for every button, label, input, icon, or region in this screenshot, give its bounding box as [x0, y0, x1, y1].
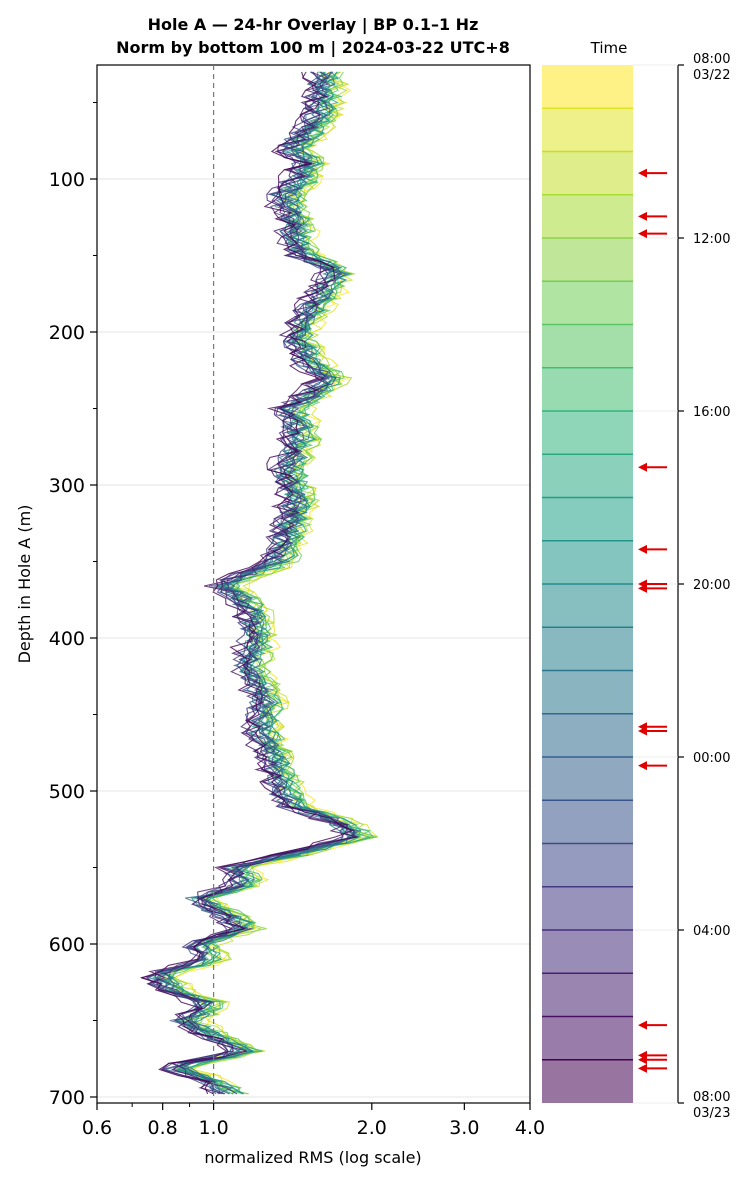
event-arrow-head — [638, 1055, 647, 1065]
series-line — [152, 71, 357, 1095]
colorbar-band — [542, 151, 633, 195]
event-arrow-head — [638, 462, 647, 472]
event-arrow — [638, 1063, 667, 1073]
event-arrow — [638, 1055, 667, 1065]
colorbar-band — [542, 238, 633, 282]
colorbar-label: Time — [590, 39, 628, 57]
chart-title-line2: Norm by bottom 100 m | 2024-03-22 UTC+8 — [116, 38, 510, 58]
event-arrow-head — [638, 726, 647, 736]
colorbar-band — [542, 324, 633, 368]
series-line — [155, 71, 355, 1095]
x-tick-label: 2.0 — [357, 1117, 387, 1139]
series-line — [146, 71, 358, 1095]
series-line — [145, 71, 348, 1094]
x-tick-label: 3.0 — [449, 1117, 479, 1139]
time-tick-label: 04:00 — [693, 924, 730, 939]
time-tick-label-date: 03/22 — [693, 68, 730, 83]
y-tick-label: 400 — [49, 628, 85, 650]
event-arrow-head — [638, 1063, 647, 1073]
colorbar-band — [542, 1059, 633, 1103]
colorbar-band — [542, 1016, 633, 1060]
series-line — [146, 71, 362, 1095]
series-line — [159, 71, 362, 1095]
colorbar-band — [542, 584, 633, 628]
time-tick-label-date: 03/23 — [693, 1106, 730, 1121]
time-tick-label: 12:00 — [693, 232, 730, 247]
event-arrow — [638, 168, 667, 178]
colorbar — [542, 65, 633, 1103]
colorbar-band — [542, 713, 633, 757]
y-tick-label: 500 — [49, 781, 85, 803]
plot-series-group — [140, 71, 380, 1095]
event-arrow — [638, 229, 667, 239]
event-arrow — [638, 1020, 667, 1030]
series-line — [147, 71, 358, 1095]
colorbar-band — [542, 108, 633, 152]
x-tick-label: 0.8 — [148, 1117, 178, 1139]
colorbar-band — [542, 497, 633, 541]
colorbar-band — [542, 65, 633, 109]
colorbar-band — [542, 194, 633, 238]
colorbar-band — [542, 411, 633, 455]
x-tick-label: 0.6 — [82, 1117, 112, 1139]
colorbar-band — [542, 930, 633, 974]
x-tick-label: 1.0 — [198, 1117, 228, 1139]
plot-grid — [97, 178, 530, 1098]
event-arrow — [638, 211, 667, 221]
colorbar-band — [542, 973, 633, 1017]
colorbar-band — [542, 843, 633, 887]
series-line — [156, 71, 361, 1095]
series-line — [148, 71, 359, 1095]
colorbar-band — [542, 757, 633, 801]
colorbar-band — [542, 540, 633, 584]
colorbar-band — [542, 670, 633, 714]
time-axis: 08:0003/2212:0016:0020:0000:0004:0008:00… — [633, 52, 730, 1121]
event-arrow-head — [638, 211, 647, 221]
series-line — [159, 71, 356, 1095]
y-tick-label: 200 — [49, 322, 85, 344]
colorbar-band — [542, 281, 633, 325]
series-line — [140, 71, 355, 1095]
time-tick-label: 16:00 — [693, 405, 730, 420]
colorbar-band — [542, 454, 633, 498]
event-arrow-head — [638, 544, 647, 554]
y-tick-label: 600 — [49, 934, 85, 956]
colorbar-band — [542, 800, 633, 844]
event-arrow-head — [638, 761, 647, 771]
time-tick-label: 00:00 — [693, 751, 730, 766]
y-tick-label: 100 — [49, 169, 85, 191]
series-line — [140, 71, 354, 1095]
series-line — [155, 71, 372, 1095]
y-axis: 100 200 300 400 500 600 700 — [49, 102, 97, 1109]
y-tick-label: 300 — [49, 475, 85, 497]
x-tick-label: 4.0 — [515, 1117, 545, 1139]
event-arrow — [638, 761, 667, 771]
series-line — [155, 71, 358, 1095]
event-arrow-head — [638, 1020, 647, 1030]
event-arrows — [638, 168, 667, 1073]
time-tick-label: 08:00 — [693, 52, 730, 67]
time-tick-label: 08:00 — [693, 1090, 730, 1105]
time-tick-label: 20:00 — [693, 578, 730, 593]
y-axis-label: Depth in Hole A (m) — [15, 505, 34, 664]
event-arrow — [638, 726, 667, 736]
event-arrow-head — [638, 168, 647, 178]
colorbar-band — [542, 367, 633, 411]
event-arrow — [638, 462, 667, 472]
event-arrow-head — [638, 229, 647, 239]
event-arrow — [638, 544, 667, 554]
x-axis: 0.6 0.8 1.0 2.0 3.0 4.0 — [82, 1103, 545, 1139]
colorbar-band — [542, 886, 633, 930]
chart-title-line1: Hole A — 24-hr Overlay | BP 0.1–1 Hz — [148, 15, 479, 35]
event-arrow — [638, 583, 667, 593]
y-tick-label: 700 — [49, 1087, 85, 1109]
plot-frame — [96, 64, 531, 1104]
colorbar-band — [542, 627, 633, 671]
event-arrow-head — [638, 583, 647, 593]
x-axis-label: normalized RMS (log scale) — [204, 1148, 421, 1167]
